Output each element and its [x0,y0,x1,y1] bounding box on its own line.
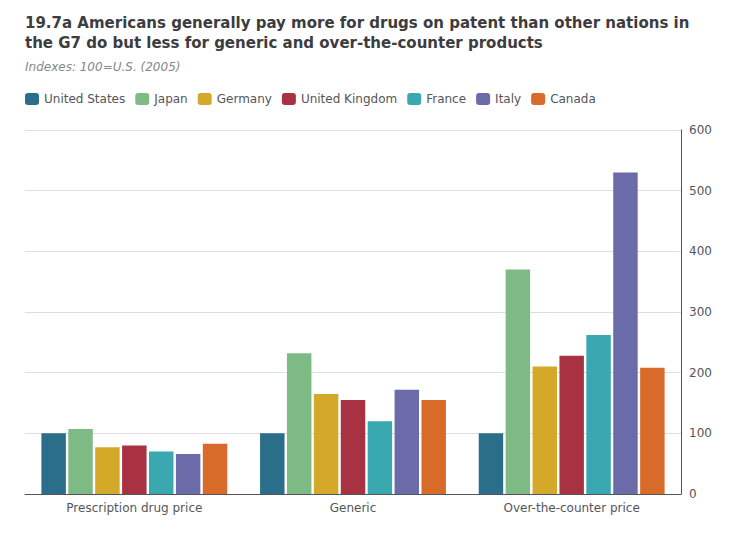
svg-text:100: 100 [689,426,712,440]
svg-text:the G7 do but less for generic: the G7 do but less for generic and over-… [25,34,543,52]
svg-text:0: 0 [689,487,697,501]
svg-text:France: France [426,92,466,106]
svg-text:400: 400 [689,244,712,258]
svg-text:Canada: Canada [550,92,596,106]
svg-text:Italy: Italy [495,92,521,106]
svg-text:Japan: Japan [153,92,187,106]
svg-text:Over-the-counter price: Over-the-counter price [504,501,640,515]
svg-text:Generic: Generic [330,501,377,515]
svg-text:200: 200 [689,366,712,380]
svg-text:Indexes: 100=U.S. (2005): Indexes: 100=U.S. (2005) [25,60,180,74]
svg-text:Prescription drug price: Prescription drug price [66,501,202,515]
svg-text:United Kingdom: United Kingdom [301,92,397,106]
svg-text:600: 600 [689,123,712,137]
svg-text:Germany: Germany [217,92,272,106]
svg-text:500: 500 [689,184,712,198]
svg-text:19.7a Americans generally pay: 19.7a Americans generally pay more for d… [25,14,695,32]
svg-text:United States: United States [44,92,125,106]
svg-text:300: 300 [689,305,712,319]
